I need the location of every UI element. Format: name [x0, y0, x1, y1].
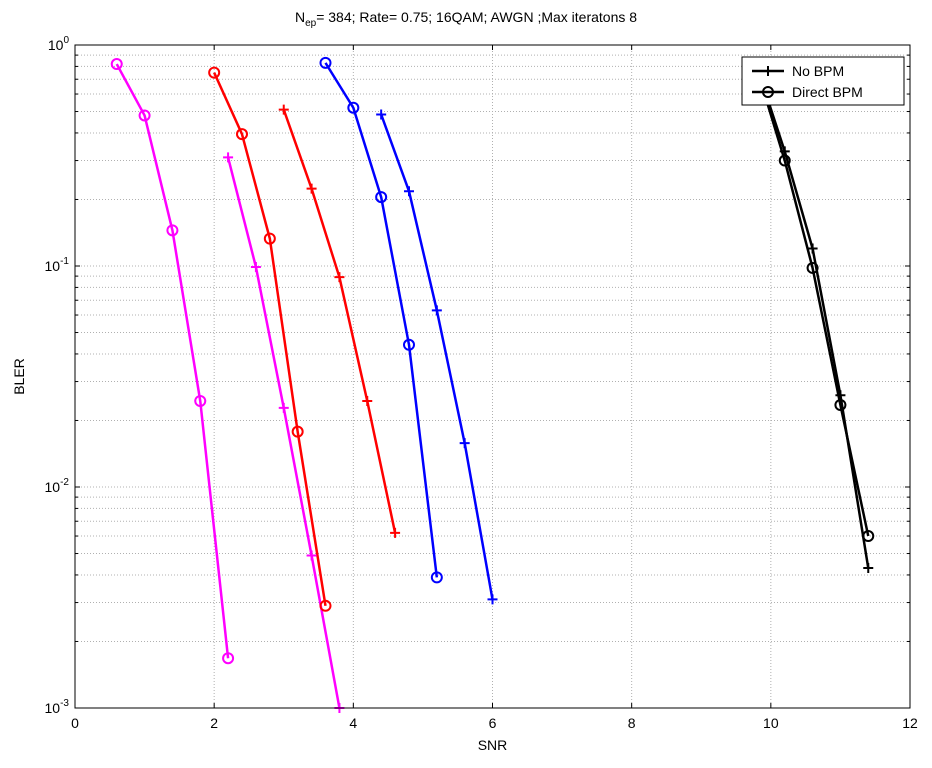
data-point — [208, 66, 221, 79]
data-point — [347, 101, 360, 114]
x-tick-label: 2 — [210, 715, 218, 731]
data-point — [862, 530, 875, 543]
chart-title: Nep= 384; Rate= 0.75; 16QAM; AWGN ;Max i… — [295, 9, 637, 29]
data-point — [110, 58, 123, 71]
data-point — [431, 305, 442, 316]
data-point — [403, 338, 415, 351]
x-tick-label: 10 — [763, 715, 779, 731]
data-point — [334, 272, 345, 283]
data-point — [223, 152, 234, 163]
data-point — [863, 563, 874, 574]
data-point — [807, 243, 818, 254]
axis-ticks: 0 2 4 6 8 10 12 10-3 10-2 10-1 100 — [45, 35, 918, 731]
data-point — [319, 599, 332, 612]
x-tick-label: 12 — [902, 715, 918, 731]
y-axis-label: BLER — [11, 358, 27, 395]
data-point — [236, 128, 248, 141]
data-point — [166, 224, 179, 237]
data-point — [306, 183, 317, 194]
data-point — [459, 438, 470, 449]
data-point — [362, 395, 373, 406]
data-point — [194, 394, 207, 407]
data-point — [306, 550, 317, 561]
data-point — [779, 146, 790, 157]
data-point — [375, 191, 388, 204]
x-tick-label: 8 — [628, 715, 636, 731]
data-point — [762, 86, 774, 98]
data-point — [404, 186, 414, 197]
legend-label: No BPM — [792, 63, 844, 79]
y-tick-label: 10-3 — [45, 698, 70, 716]
data-point — [376, 109, 387, 120]
legend: No BPM Direct BPM — [741, 56, 905, 106]
data-point — [138, 109, 151, 122]
data-point — [487, 594, 498, 605]
series-line — [213, 72, 327, 607]
data-point — [763, 66, 773, 76]
data-point — [278, 104, 289, 115]
x-tick-label: 4 — [349, 715, 357, 731]
data-point — [806, 261, 819, 274]
y-tick-label: 10-2 — [45, 477, 70, 495]
x-tick-label: 0 — [71, 715, 79, 731]
y-tick-label: 10-1 — [45, 256, 70, 274]
series-line — [324, 62, 439, 578]
y-tick-label: 100 — [48, 35, 70, 53]
markers-group — [110, 56, 875, 713]
data-point — [835, 390, 846, 401]
data-point — [222, 652, 235, 665]
data-point — [430, 571, 443, 584]
data-point — [390, 527, 401, 538]
x-axis-label: SNR — [478, 737, 508, 753]
data-point — [278, 402, 289, 413]
series-line — [115, 63, 230, 659]
data-point — [263, 232, 276, 245]
legend-label: Direct BPM — [792, 84, 863, 100]
data-point — [319, 56, 332, 69]
data-point — [250, 261, 261, 272]
data-point — [291, 425, 304, 438]
x-tick-label: 6 — [489, 715, 497, 731]
